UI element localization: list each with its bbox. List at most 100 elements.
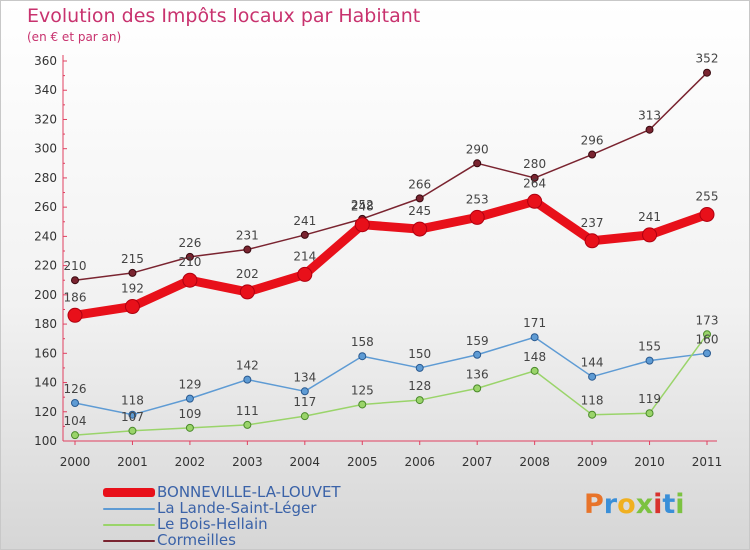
x-tick-label: 2006 <box>404 455 435 469</box>
data-label-cormeilles: 296 <box>581 134 604 148</box>
data-point-cormeilles <box>128 268 137 277</box>
y-tick-label: 160 <box>34 346 57 360</box>
x-tick-label: 2001 <box>117 455 148 469</box>
data-label-la-lande: 159 <box>466 334 489 348</box>
data-label-bonneville: 214 <box>293 249 316 263</box>
series-line-cormeilles <box>74 71 708 281</box>
data-point-bonneville <box>297 266 313 282</box>
data-label-cormeilles: 215 <box>121 252 144 266</box>
data-label-la-lande: 134 <box>293 370 316 384</box>
data-point-bonneville <box>354 217 370 233</box>
data-point-bois-hellain <box>415 396 424 405</box>
data-label-cormeilles: 266 <box>408 177 431 191</box>
logo-letter: r <box>603 489 618 520</box>
data-point-cormeilles <box>473 159 482 168</box>
data-point-la-lande <box>358 352 367 361</box>
data-point-cormeilles <box>530 173 539 182</box>
data-label-la-lande: 142 <box>236 359 259 373</box>
data-point-la-lande <box>588 372 597 381</box>
data-point-bonneville <box>67 307 83 323</box>
legend-swatch-cormeilles <box>103 540 155 542</box>
data-point-la-lande <box>703 349 711 358</box>
data-label-bonneville: 186 <box>64 290 87 304</box>
x-tick-label: 2002 <box>175 455 206 469</box>
data-point-bois-hellain <box>128 426 137 435</box>
data-label-bois-hellain: 136 <box>466 367 489 381</box>
x-tick-label: 2007 <box>462 455 493 469</box>
data-point-bois-hellain <box>185 423 194 432</box>
data-point-la-lande <box>300 387 309 396</box>
data-label-bonneville: 264 <box>523 176 546 190</box>
logo-letter: t <box>662 489 676 520</box>
x-tick-label: 2008 <box>519 455 550 469</box>
data-label-cormeilles: 313 <box>638 109 661 123</box>
data-point-la-lande <box>71 399 79 407</box>
logo-letter: P <box>584 489 604 520</box>
data-label-la-lande: 160 <box>696 332 719 346</box>
data-label-bois-hellain: 107 <box>121 410 144 424</box>
data-point-cormeilles <box>300 230 309 239</box>
data-point-cormeilles <box>645 125 654 134</box>
data-label-la-lande: 155 <box>638 340 661 354</box>
data-point-bois-hellain <box>473 384 482 393</box>
y-tick-label: 300 <box>34 142 57 156</box>
logo-letter: o <box>617 489 636 520</box>
data-point-bonneville <box>469 209 485 225</box>
data-label-la-lande: 129 <box>178 378 201 392</box>
data-label-bois-hellain: 173 <box>696 313 719 327</box>
data-point-bonneville <box>699 206 715 222</box>
logo-letter: x <box>635 489 654 520</box>
data-label-bonneville: 237 <box>581 216 604 230</box>
data-point-bois-hellain <box>645 409 654 418</box>
legend-swatch-bonneville <box>103 488 155 497</box>
logo-letter: i <box>653 489 663 520</box>
data-label-la-lande: 126 <box>64 382 87 396</box>
data-label-cormeilles: 231 <box>236 229 259 243</box>
data-point-la-lande <box>415 363 424 372</box>
legend-label-la-lande: La Lande-Saint-Léger <box>157 499 317 517</box>
data-point-cormeilles <box>703 68 711 77</box>
data-point-bois-hellain <box>358 400 367 409</box>
y-tick-label: 200 <box>34 288 57 302</box>
y-tick-label: 180 <box>34 317 57 331</box>
data-point-bonneville <box>584 233 600 249</box>
y-tick-label: 320 <box>34 112 57 126</box>
legend-swatch-bois-hellain <box>103 524 155 526</box>
data-label-la-lande: 171 <box>523 316 546 330</box>
series-line-bois-hellain <box>74 333 708 436</box>
data-label-bonneville: 192 <box>121 282 144 296</box>
data-label-bonneville: 253 <box>466 192 489 206</box>
data-label-cormeilles: 226 <box>178 236 201 250</box>
x-tick-label: 2011 <box>692 455 723 469</box>
data-point-cormeilles <box>588 150 597 159</box>
data-label-bois-hellain: 119 <box>638 392 661 406</box>
data-label-bonneville: 202 <box>236 267 259 281</box>
data-label-cormeilles: 252 <box>351 198 374 212</box>
data-label-la-lande: 150 <box>408 347 431 361</box>
data-label-bois-hellain: 117 <box>293 395 316 409</box>
y-tick-label: 140 <box>34 376 57 390</box>
data-point-bois-hellain <box>71 431 79 440</box>
data-label-bois-hellain: 111 <box>236 404 259 418</box>
data-point-bois-hellain <box>703 330 711 339</box>
data-label-bonneville: 241 <box>638 210 661 224</box>
x-tick-label: 2010 <box>634 455 665 469</box>
data-label-bonneville: 245 <box>408 204 431 218</box>
data-point-bois-hellain <box>588 410 597 419</box>
x-tick-label: 2009 <box>577 455 608 469</box>
data-label-bois-hellain: 125 <box>351 383 374 397</box>
data-label-bonneville: 255 <box>696 189 719 203</box>
x-tick-label: 2004 <box>290 455 321 469</box>
legend-swatch-la-lande <box>103 508 155 510</box>
data-label-bois-hellain: 148 <box>523 350 546 364</box>
data-label-la-lande: 158 <box>351 335 374 349</box>
data-label-bonneville: 210 <box>178 255 201 269</box>
data-point-cormeilles <box>243 245 252 254</box>
chart-subtitle: (en € et par an) <box>27 30 122 44</box>
data-point-cormeilles <box>415 194 424 203</box>
data-point-cormeilles <box>71 276 79 285</box>
data-point-bonneville <box>527 193 543 209</box>
y-tick-label: 260 <box>34 200 57 214</box>
